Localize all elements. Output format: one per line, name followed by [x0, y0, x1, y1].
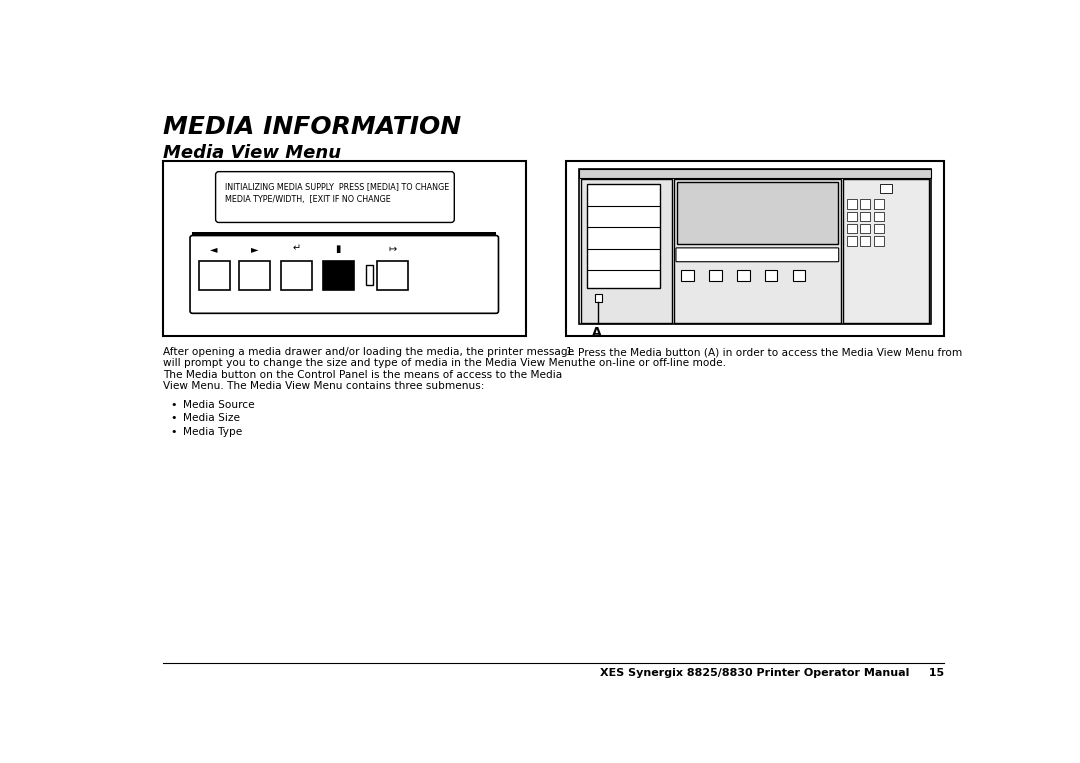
Bar	[581, 179, 672, 323]
Text: •: •	[171, 427, 177, 437]
Text: ↦: ↦	[388, 243, 396, 253]
Bar	[595, 294, 603, 302]
Bar	[874, 199, 883, 208]
Text: Press the Media button (A) in order to access the Media View Menu from: Press the Media button (A) in order to a…	[578, 347, 962, 357]
Text: Media Source: Media Source	[183, 400, 255, 410]
Bar	[163, 161, 526, 336]
Text: View Menu. The Media View Menu contains three submenus:: View Menu. The Media View Menu contains …	[163, 381, 484, 391]
Bar	[874, 211, 883, 221]
Text: After opening a media drawer and/or loading the media, the printer message: After opening a media drawer and/or load…	[163, 347, 575, 357]
Text: 1.: 1.	[566, 347, 576, 357]
Text: Media View Menu: Media View Menu	[163, 144, 341, 162]
Text: will prompt you to change the size and type of media in the Media View Menu.: will prompt you to change the size and t…	[163, 359, 581, 369]
Bar	[323, 261, 353, 290]
Bar	[377, 261, 408, 290]
Bar	[738, 270, 750, 281]
FancyBboxPatch shape	[676, 248, 839, 262]
Text: The Media button on the Control Panel is the means of access to the Media: The Media button on the Control Panel is…	[163, 369, 563, 379]
Bar	[847, 199, 858, 208]
Text: ↵: ↵	[293, 243, 301, 253]
Bar	[793, 270, 806, 281]
Bar	[842, 179, 930, 323]
Text: •: •	[171, 414, 177, 423]
Text: the on-line or off-line mode.: the on-line or off-line mode.	[578, 359, 726, 369]
Text: ◄: ◄	[211, 243, 218, 253]
Bar	[586, 184, 661, 288]
Text: Media Size: Media Size	[183, 414, 240, 423]
Bar	[861, 199, 870, 208]
Bar	[847, 237, 858, 246]
Bar	[861, 237, 870, 246]
Bar	[579, 169, 931, 178]
Text: INITIALIZING MEDIA SUPPLY  PRESS [MEDIA] TO CHANGE: INITIALIZING MEDIA SUPPLY PRESS [MEDIA] …	[225, 182, 449, 192]
Bar	[847, 224, 858, 233]
Bar	[880, 184, 892, 193]
FancyBboxPatch shape	[190, 236, 499, 314]
Bar	[239, 261, 270, 290]
Bar	[861, 224, 870, 233]
Bar	[579, 169, 931, 324]
Bar	[874, 237, 883, 246]
Text: ▮: ▮	[336, 243, 340, 253]
FancyBboxPatch shape	[216, 172, 455, 223]
Text: MEDIA TYPE/WIDTH,  [EXIT IF NO CHANGE: MEDIA TYPE/WIDTH, [EXIT IF NO CHANGE	[225, 195, 391, 204]
Bar	[674, 179, 841, 323]
Bar	[192, 233, 496, 238]
Text: •: •	[171, 400, 177, 410]
Bar	[681, 270, 693, 281]
Text: A: A	[592, 327, 602, 340]
Bar	[366, 265, 373, 285]
Bar	[579, 169, 931, 178]
Bar	[677, 182, 838, 244]
Text: XES Synergix 8825/8830 Printer Operator Manual     15: XES Synergix 8825/8830 Printer Operator …	[600, 668, 944, 678]
Bar	[861, 211, 870, 221]
Bar	[566, 161, 944, 336]
Text: Media Type: Media Type	[183, 427, 242, 437]
Bar	[282, 261, 312, 290]
Text: ►: ►	[251, 243, 258, 253]
Bar	[765, 270, 778, 281]
Text: MEDIA INFORMATION: MEDIA INFORMATION	[163, 114, 461, 139]
Bar	[199, 261, 230, 290]
Bar	[874, 224, 883, 233]
Bar	[710, 270, 721, 281]
Bar	[847, 211, 858, 221]
